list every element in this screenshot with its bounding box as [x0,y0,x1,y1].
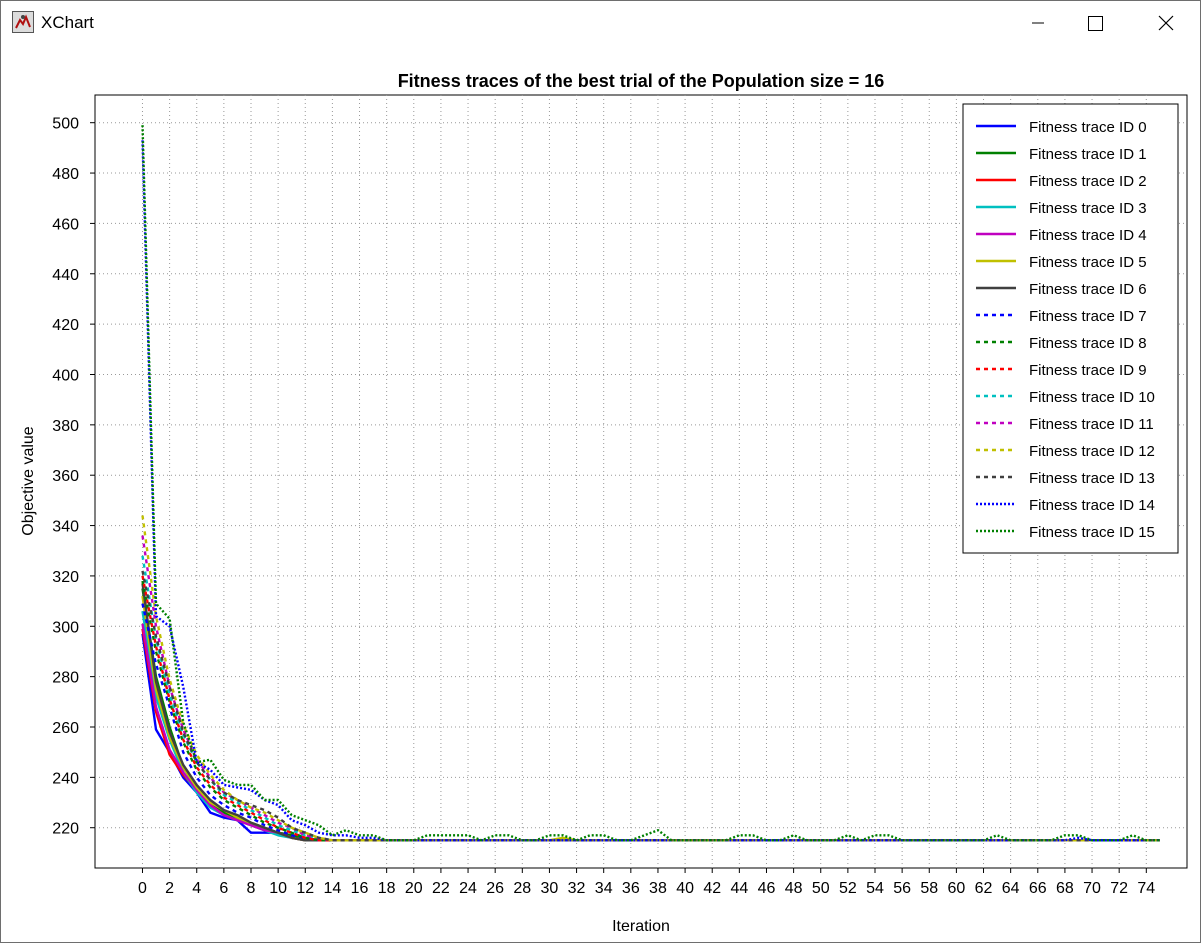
close-button[interactable] [1143,1,1189,45]
legend-label-9: Fitness trace ID 9 [1029,362,1147,379]
y-tick-label: 440 [52,267,79,284]
legend-label-0: Fitness trace ID 0 [1029,119,1147,136]
x-tick-label: 28 [513,880,531,897]
y-tick-label: 280 [52,670,79,687]
x-tick-label: 4 [192,880,201,897]
x-tick-label: 16 [351,880,369,897]
y-tick-label: 500 [52,116,79,133]
x-tick-label: 64 [1002,880,1020,897]
minimize-icon [1032,22,1044,24]
title-bar[interactable]: XChart [1,1,1200,45]
x-tick-label: 40 [676,880,694,897]
legend-label-4: Fitness trace ID 4 [1029,227,1147,244]
x-tick-label: 32 [568,880,586,897]
line-chart: Fitness traces of the best trial of the … [20,71,1188,935]
x-tick-label: 20 [405,880,423,897]
legend-label-15: Fitness trace ID 15 [1029,524,1155,541]
series-line-12 [141,515,1160,842]
y-tick-label: 400 [52,367,79,384]
maximize-icon [1088,16,1103,31]
y-tick-label: 240 [52,770,79,787]
x-tick-label: 56 [893,880,911,897]
y-tick-label: 320 [52,569,79,586]
y-tick-label: 300 [52,619,79,636]
x-tick-label: 50 [812,880,830,897]
legend-label-7: Fitness trace ID 7 [1029,308,1147,325]
legend-label-10: Fitness trace ID 10 [1029,389,1155,406]
x-tick-label: 6 [219,880,228,897]
x-tick-label: 18 [378,880,396,897]
x-tick-label: 14 [323,880,341,897]
y-tick-label: 220 [52,821,79,838]
x-tick-label: 42 [703,880,721,897]
x-tick-label: 52 [839,880,857,897]
series-line-13 [141,570,1160,842]
x-tick-label: 54 [866,880,884,897]
x-tick-label: 38 [649,880,667,897]
x-tick-label: 60 [947,880,965,897]
legend-label-13: Fitness trace ID 13 [1029,470,1155,487]
legend-label-5: Fitness trace ID 5 [1029,254,1147,271]
x-tick-label: 68 [1056,880,1074,897]
x-tick-label: 48 [785,880,803,897]
x-tick-label: 0 [138,880,147,897]
x-tick-label: 58 [920,880,938,897]
y-tick-label: 480 [52,166,79,183]
x-tick-label: 8 [247,880,256,897]
y-tick-label: 340 [52,519,79,536]
close-icon [1158,15,1174,31]
legend: Fitness trace ID 0 Fitness trace ID 1 Fitn… [962,103,1179,554]
java-app-icon [12,11,34,33]
legend-label-12: Fitness trace ID 12 [1029,443,1155,460]
x-tick-label: 70 [1083,880,1101,897]
x-tick-label: 46 [758,880,776,897]
x-tick-label: 74 [1137,880,1155,897]
x-tick-label: 10 [269,880,287,897]
x-tick-label: 34 [595,880,613,897]
legend-label-3: Fitness trace ID 3 [1029,200,1147,217]
x-tick-label: 66 [1029,880,1047,897]
legend-label-6: Fitness trace ID 6 [1029,281,1147,298]
y-tick-label: 360 [52,468,79,485]
y-tick-label: 420 [52,317,79,334]
y-tick-label: 460 [52,216,79,233]
x-tick-label: 12 [296,880,314,897]
x-tick-label: 22 [432,880,450,897]
x-tick-label: 2 [165,880,174,897]
legend-label-8: Fitness trace ID 8 [1029,335,1147,352]
window-title: XChart [41,13,94,32]
chart-panel: Fitness traces of the best trial of the … [1,45,1200,942]
legend-label-2: Fitness trace ID 2 [1029,173,1147,190]
x-tick-label: 24 [459,880,477,897]
y-tick-label: 260 [52,720,79,737]
legend-label-1: Fitness trace ID 1 [1029,146,1147,163]
series-line-15 [141,125,1160,842]
legend-label-11: Fitness trace ID 11 [1029,416,1154,433]
x-tick-label: 26 [486,880,504,897]
x-tick-label: 36 [622,880,640,897]
x-tick-label: 44 [730,880,748,897]
series-line-14 [141,140,1160,842]
x-tick-label: 72 [1110,880,1128,897]
legend-label-14: Fitness trace ID 14 [1029,497,1155,514]
x-axis-label: Iteration [612,918,670,935]
minimize-button[interactable] [1015,1,1061,45]
maximize-button[interactable] [1072,1,1118,45]
x-tick-label: 30 [541,880,559,897]
y-tick-label: 380 [52,418,79,435]
y-axis-label: Objective value [20,426,37,535]
x-tick-label: 62 [975,880,993,897]
chart-title: Fitness traces of the best trial of the … [398,71,885,91]
